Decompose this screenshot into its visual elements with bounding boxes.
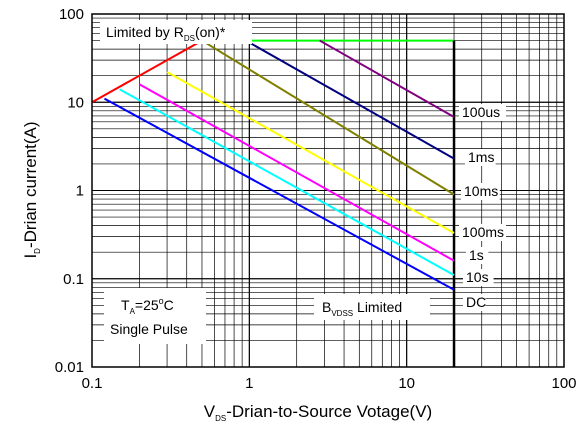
y-axis-title: ID-Drian current(A)	[21, 121, 42, 258]
series-label-100ms: 100ms	[462, 224, 504, 240]
ta-main: T	[121, 297, 130, 313]
bvdss-rest: Limited	[353, 299, 402, 315]
series-layer	[91, 39, 456, 367]
x-tick-label: 10	[398, 375, 415, 392]
series-label-bg-10ms	[461, 183, 500, 200]
y-tick-label: 1	[76, 183, 84, 200]
conditions-box	[104, 288, 206, 344]
series-label-bg-100ms	[459, 224, 506, 241]
y-axis-title-rest: -Drian current(A)	[21, 121, 40, 248]
rds-limit-main: Limited by R	[106, 24, 184, 40]
series-label-bg-1ms	[465, 149, 496, 166]
y-tick-label: 10	[67, 94, 84, 111]
ta-rest: =25	[135, 297, 159, 313]
x-axis-title-rest: -Drian-to-Source Votage(V)	[226, 402, 432, 421]
rds-limit-rest: (on)*	[195, 24, 226, 40]
series-label-bg-1s	[466, 247, 489, 264]
y-tick-label: 0.01	[55, 359, 84, 376]
x-axis-title-sub: DS	[215, 414, 226, 423]
y-tick-label: 100	[59, 6, 84, 23]
series-line-100ms	[166, 71, 455, 234]
rds-limit-line	[91, 39, 203, 104]
y-axis-title-main: I	[21, 254, 40, 259]
rds-limit-box	[100, 20, 252, 44]
ta-sup: o	[159, 296, 164, 306]
series-label-100us: 100us	[462, 104, 500, 120]
series-line-DC	[103, 97, 455, 291]
bvdss-sub: VDSS	[331, 309, 353, 318]
single-pulse-annotation: Single Pulse	[110, 321, 188, 337]
series-label-1s: 1s	[469, 247, 484, 263]
x-tick-label: 0.1	[82, 375, 103, 392]
series-line-1s	[138, 83, 455, 262]
rds-limit-annotation: Limited by RDS(on)*	[106, 24, 226, 43]
series-line-100us	[319, 39, 455, 118]
series-label-bg-10s	[463, 269, 494, 286]
series-label-1ms: 1ms	[468, 149, 494, 165]
y-axis-title-sub: D	[33, 248, 42, 254]
y-tick-label: 0.1	[63, 271, 84, 288]
series-line-10s	[119, 88, 455, 276]
x-tick-label: 1	[245, 375, 253, 392]
bvdss-box	[314, 294, 430, 320]
x-axis-title-main: V	[204, 402, 216, 421]
series-label-DC: DC	[466, 294, 486, 310]
ta-annotation: TA=25oC	[121, 296, 174, 316]
series-label-bg-100us	[459, 104, 506, 121]
rds-limit-sub: DS	[184, 34, 195, 43]
ta-sub: A	[130, 307, 136, 316]
bvdss-annotation: BVDSS Limited	[322, 299, 402, 318]
series-line-10ms	[201, 39, 455, 196]
series-label-bg-DC	[463, 294, 486, 311]
ta-unit: C	[164, 297, 174, 313]
plot-frame	[91, 13, 565, 368]
series-label-10s: 10s	[466, 269, 489, 285]
series-line-1ms	[245, 39, 455, 160]
bvdss-main: B	[322, 299, 331, 315]
x-axis-title: VDS-Drian-to-Source Votage(V)	[204, 402, 432, 423]
x-tick-label: 100	[551, 375, 576, 392]
series-label-10ms: 10ms	[464, 183, 498, 199]
series-labels: 100us 1ms 10ms 100ms 1s 10s DC	[459, 104, 506, 311]
